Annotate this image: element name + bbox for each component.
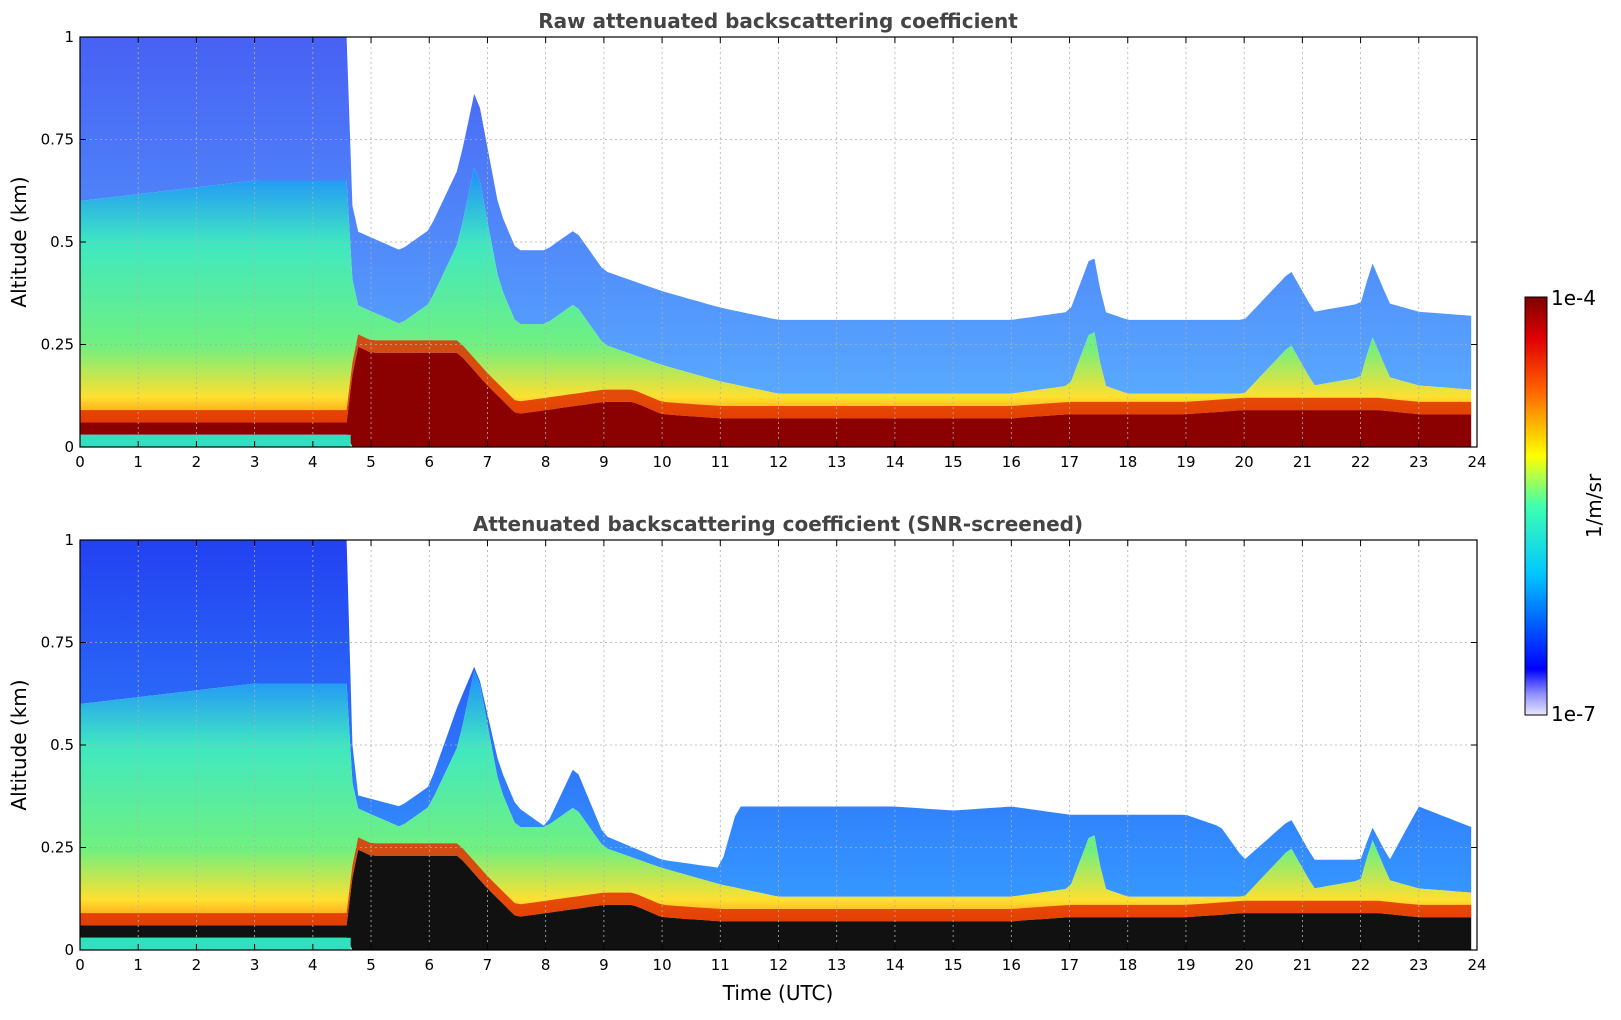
x-tick-label: 6 — [424, 453, 434, 471]
colorbar-max-label: 1e-4 — [1551, 286, 1596, 310]
x-tick-label: 14 — [885, 956, 904, 974]
raw-backscatter-panel: Raw attenuated backscattering coefficien… — [7, 9, 1487, 471]
x-tick-label: 22 — [1351, 956, 1370, 974]
x-tick-label: 3 — [250, 453, 260, 471]
x-tick-label: 19 — [1176, 956, 1195, 974]
dense-layer-fringe — [80, 334, 1472, 423]
x-tick-label: 24 — [1467, 956, 1486, 974]
x-tick-label: 10 — [653, 956, 672, 974]
colorbar-gradient — [1524, 296, 1548, 716]
dense-layer-signal — [80, 849, 1472, 950]
x-tick-label: 12 — [769, 956, 788, 974]
x-tick-label: 2 — [192, 956, 202, 974]
free-troposphere-signal — [80, 540, 1472, 897]
x-tick-label: 0 — [75, 956, 85, 974]
x-tick-label: 20 — [1235, 956, 1254, 974]
x-tick-label: 5 — [366, 956, 376, 974]
y-tick-label: 0.25 — [41, 839, 74, 857]
x-axis-label: Time (UTC) — [722, 981, 834, 1005]
surface-strip — [80, 434, 351, 447]
x-tick-label: 10 — [653, 453, 672, 471]
screened-panel-title: Attenuated backscattering coefficient (S… — [473, 512, 1083, 536]
raw-panel-title: Raw attenuated backscattering coefficien… — [538, 9, 1018, 33]
surface-strip — [80, 937, 351, 950]
x-tick-label: 9 — [599, 956, 609, 974]
x-tick-label: 11 — [711, 453, 730, 471]
x-tick-label: 21 — [1293, 453, 1312, 471]
y-tick-label: 1 — [64, 28, 74, 46]
x-tick-label: 8 — [541, 956, 551, 974]
x-tick-label: 13 — [827, 453, 846, 471]
raw-x-axis: 0 1 2 3 4 5 6 7 8 9 10 11 12 13 14 15 16 17 18 19 20 21 22 23 24 — [75, 37, 1487, 471]
raw-y-axis-label: Altitude (km) — [7, 176, 31, 307]
x-tick-label: 14 — [885, 453, 904, 471]
x-tick-label: 15 — [944, 453, 963, 471]
x-tick-label: 21 — [1293, 956, 1312, 974]
x-tick-label: 23 — [1409, 956, 1428, 974]
x-tick-label: 7 — [483, 453, 493, 471]
x-tick-label: 1 — [133, 956, 143, 974]
free-troposphere-signal — [80, 37, 1472, 394]
x-tick-label: 18 — [1118, 956, 1137, 974]
x-tick-label: 16 — [1002, 453, 1021, 471]
x-tick-label: 4 — [308, 453, 318, 471]
screened-x-axis: 0 1 2 3 4 5 6 7 8 9 10 11 12 13 14 15 16 17 18 19 20 21 22 23 24 — [75, 540, 1487, 974]
x-tick-label: 4 — [308, 956, 318, 974]
y-tick-label: 0.5 — [50, 736, 74, 754]
screened-gridlines — [80, 540, 1477, 950]
x-tick-label: 19 — [1176, 453, 1195, 471]
x-tick-label: 24 — [1467, 453, 1486, 471]
screened-y-axis: 0 0.25 0.5 0.75 1 — [41, 531, 1477, 959]
x-tick-label: 20 — [1235, 453, 1254, 471]
dense-layer-fringe — [80, 837, 1472, 926]
x-tick-label: 1 — [133, 453, 143, 471]
y-tick-label: 0.5 — [50, 233, 74, 251]
x-tick-label: 0 — [75, 453, 85, 471]
x-tick-label: 16 — [1002, 956, 1021, 974]
x-tick-label: 17 — [1060, 956, 1079, 974]
y-tick-label: 0.25 — [41, 336, 74, 354]
x-tick-label: 5 — [366, 453, 376, 471]
boundary-layer-signal — [80, 670, 1472, 926]
y-tick-label: 0 — [64, 941, 74, 959]
x-tick-label: 22 — [1351, 453, 1370, 471]
x-tick-label: 6 — [424, 956, 434, 974]
y-tick-label: 0 — [64, 438, 74, 456]
colorbar: 1e-4 1e-7 1/m/sr — [1524, 286, 1606, 726]
x-tick-label: 17 — [1060, 453, 1079, 471]
boundary-layer-signal — [80, 167, 1472, 423]
x-tick-label: 8 — [541, 453, 551, 471]
x-tick-label: 18 — [1118, 453, 1137, 471]
x-tick-label: 11 — [711, 956, 730, 974]
y-tick-label: 0.75 — [41, 634, 74, 652]
screened-backscatter-panel: Attenuated backscattering coefficient (S… — [7, 512, 1487, 1005]
y-tick-label: 1 — [64, 531, 74, 549]
x-tick-label: 2 — [192, 453, 202, 471]
x-tick-label: 3 — [250, 956, 260, 974]
x-tick-label: 15 — [944, 956, 963, 974]
y-tick-label: 0.75 — [41, 131, 74, 149]
x-tick-label: 23 — [1409, 453, 1428, 471]
x-tick-label: 7 — [483, 956, 493, 974]
dense-layer-signal — [80, 346, 1472, 447]
x-tick-label: 12 — [769, 453, 788, 471]
x-tick-label: 13 — [827, 956, 846, 974]
x-tick-label: 9 — [599, 453, 609, 471]
colorbar-min-label: 1e-7 — [1551, 702, 1596, 726]
raw-gridlines — [80, 37, 1477, 447]
raw-y-axis: 0 0.25 0.5 0.75 1 — [41, 28, 1477, 456]
colorbar-unit-label: 1/m/sr — [1582, 473, 1606, 538]
screened-y-axis-label: Altitude (km) — [7, 679, 31, 810]
